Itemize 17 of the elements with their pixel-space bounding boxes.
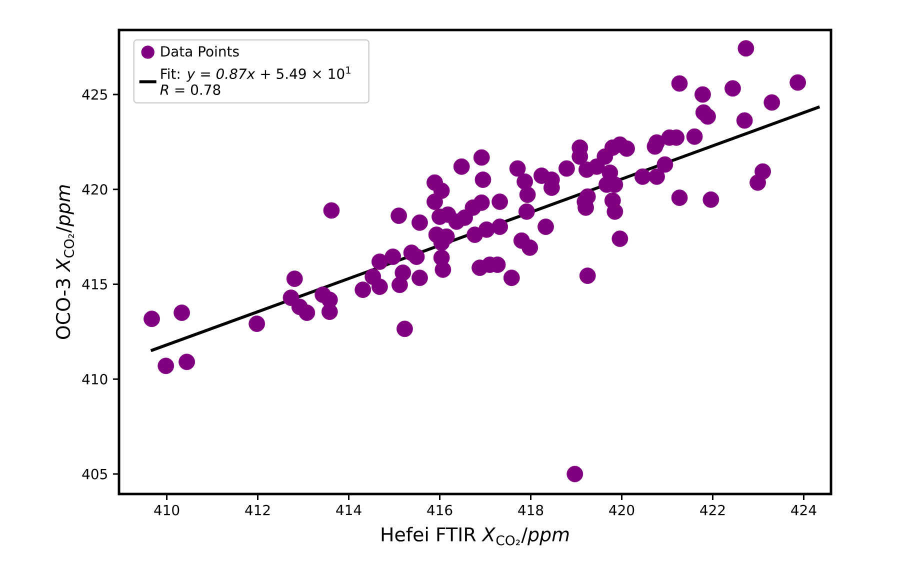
x-tick-label: 418 bbox=[518, 504, 544, 516]
x-tick-label: 420 bbox=[609, 504, 634, 516]
x-tick-label: 422 bbox=[700, 504, 725, 516]
y-tick-label: 420 bbox=[82, 184, 108, 195]
legend-label: Data Points bbox=[161, 46, 239, 57]
x-tick-label: 414 bbox=[336, 504, 362, 515]
y-tick-label: 410 bbox=[82, 374, 108, 384]
x-axis-title: Hefei FTIR X$_{CO₂}$/ppm bbox=[382, 526, 569, 546]
y-axis-title: OCO-3 X$_{CO₂}$/ppm bbox=[56, 185, 74, 339]
x-tick-label: 416 bbox=[427, 504, 452, 516]
x-tick-label: 410 bbox=[154, 504, 180, 516]
y-tick-label: 415 bbox=[82, 279, 107, 290]
x-tick-label: 424 bbox=[791, 504, 816, 516]
y-tick-label: 405 bbox=[82, 468, 107, 480]
x-tick-label: 412 bbox=[245, 504, 270, 516]
y-tick-label: 425 bbox=[82, 89, 107, 100]
text: Fit: y = 0.87x + 5.49 × 10$^{1}$ R = 0.78 bbox=[160, 66, 350, 95]
